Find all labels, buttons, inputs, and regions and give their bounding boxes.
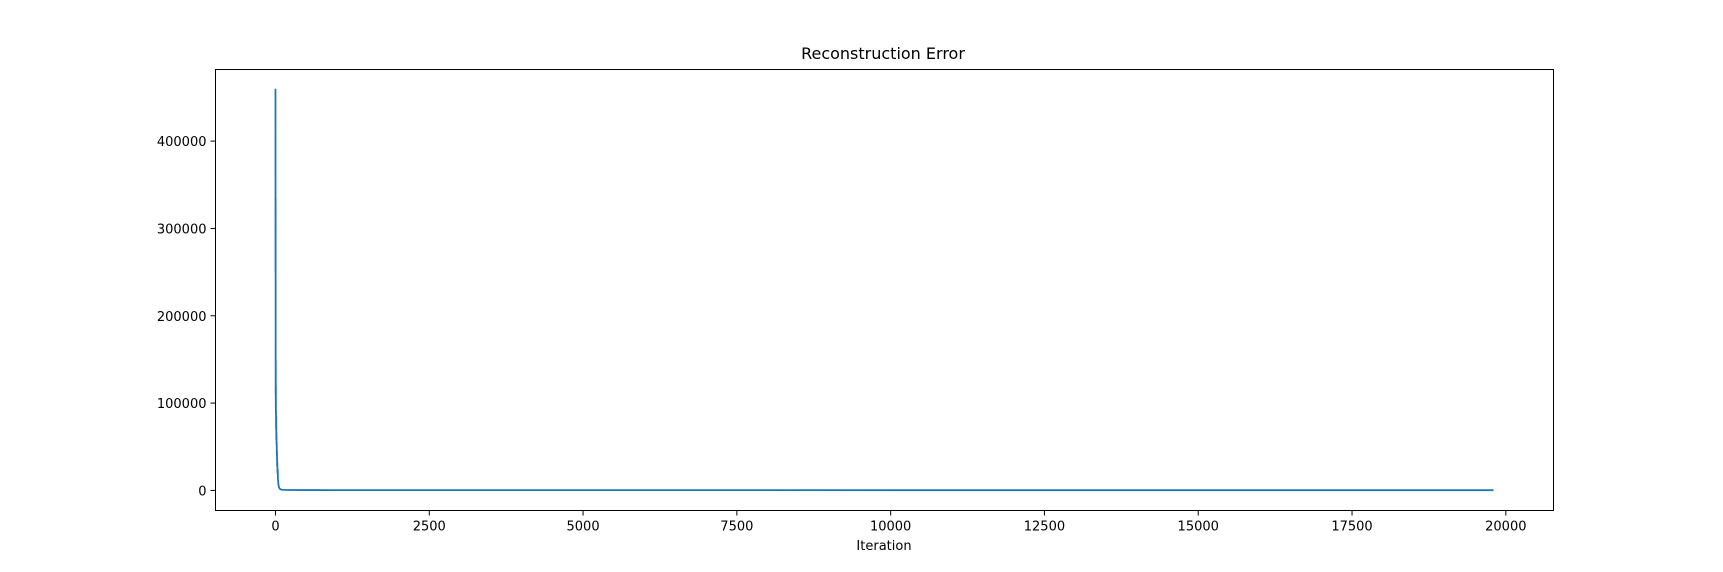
axes-frame — [215, 69, 1554, 511]
x-axis-label: Iteration — [856, 539, 911, 554]
y-axis: 0 100000 200000 300000 400000 — [157, 135, 216, 499]
x-tick-label: 0 — [271, 520, 279, 535]
chart-title: Reconstruction Error — [801, 44, 965, 63]
x-axis: 0 2500 5000 7500 10000 12500 15000 17500 20000 — [271, 510, 1527, 535]
plot-layer — [274, 88, 1494, 492]
x-tick-label: 2500 — [413, 520, 446, 535]
y-tick-label: 300000 — [157, 222, 207, 237]
x-tick-label: 5000 — [567, 520, 600, 535]
x-tick-label: 20000 — [1485, 520, 1526, 535]
y-tick-label: 400000 — [157, 135, 207, 150]
x-tick-label: 7500 — [720, 520, 753, 535]
x-tick-label: 12500 — [1024, 520, 1065, 535]
y-tick-label: 100000 — [157, 397, 207, 412]
series-line-0 — [274, 88, 1494, 492]
y-tick-label: 0 — [198, 484, 206, 499]
x-tick-label: 17500 — [1331, 520, 1372, 535]
x-tick-label: 10000 — [870, 520, 911, 535]
x-tick-label: 15000 — [1178, 520, 1219, 535]
y-tick-label: 200000 — [157, 310, 207, 325]
